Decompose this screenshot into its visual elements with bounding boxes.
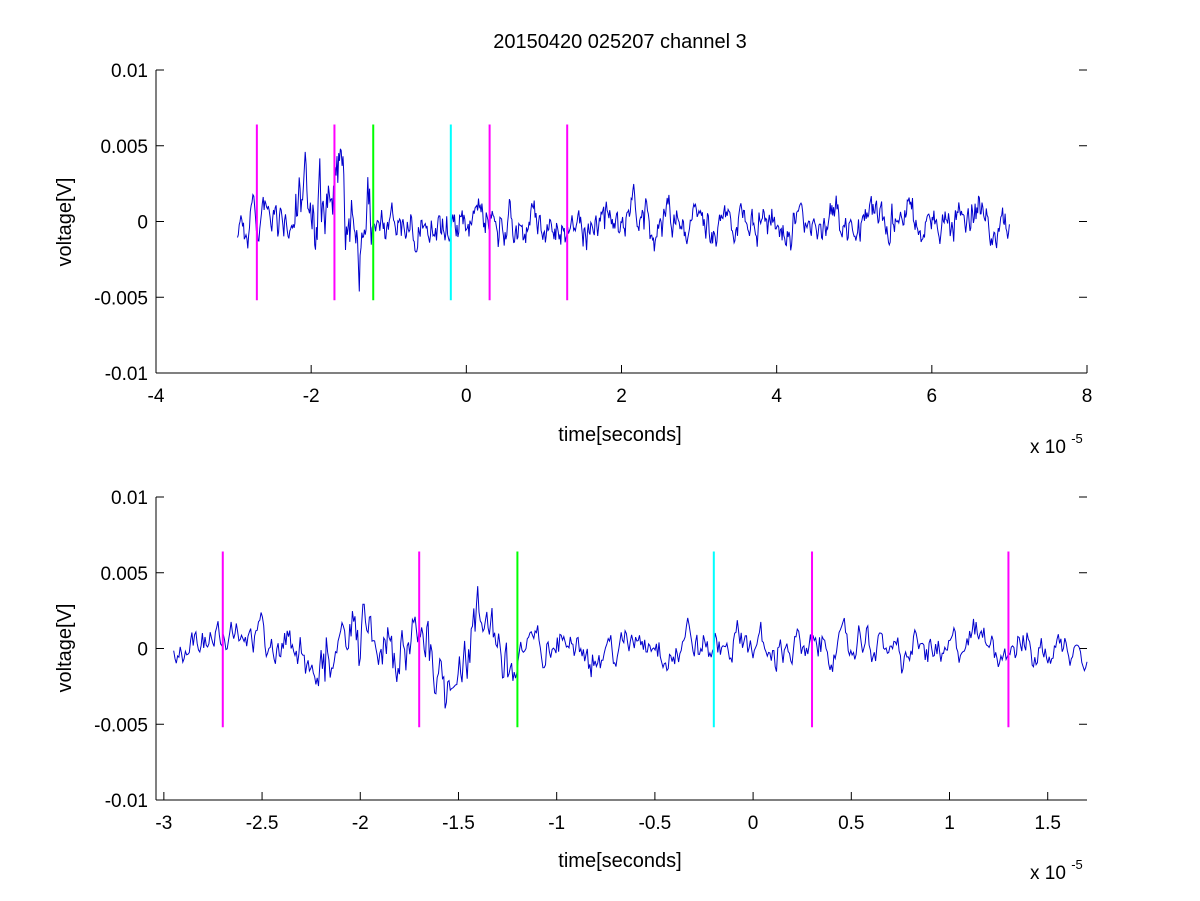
y-tick-label: 0 (137, 640, 148, 661)
x-tick-label: 1.5 (1035, 813, 1061, 834)
bottom-y-axis-label: voltage[V] (54, 604, 76, 693)
signal-trace (173, 586, 1088, 709)
x-tick-label: -3 (155, 813, 172, 834)
top-x-multiplier-base: x 10 (1030, 437, 1066, 458)
top-x-multiplier: x 10 -5 (1030, 431, 1083, 458)
bottom-x-multiplier-base: x 10 (1030, 863, 1066, 884)
signal-trace (237, 148, 1010, 292)
top-y-axis-label: voltage[V] (54, 178, 76, 267)
x-tick-label: -1.5 (442, 813, 475, 834)
x-tick-label: -1 (548, 813, 565, 834)
x-tick-label: 0.5 (838, 813, 864, 834)
x-tick-label: 6 (927, 386, 938, 407)
y-tick-label: 0.005 (100, 564, 148, 585)
top-x-multiplier-exponent: -5 (1071, 431, 1083, 446)
y-tick-label: -0.01 (105, 364, 148, 385)
bottom-x-multiplier: x 10 -5 (1030, 857, 1083, 884)
x-tick-label: -4 (148, 386, 165, 407)
y-tick-label: -0.01 (105, 791, 148, 812)
chart-title: 20150420 025207 channel 3 (493, 31, 747, 53)
top-x-axis-label: time[seconds] (558, 424, 681, 446)
y-tick-label: 0 (137, 213, 148, 234)
x-tick-label: 0 (461, 386, 472, 407)
y-tick-label: -0.005 (94, 288, 148, 309)
y-tick-label: -0.005 (94, 715, 148, 736)
x-tick-label: -2 (303, 386, 320, 407)
y-tick-label: 0.005 (100, 137, 148, 158)
y-tick-label: 0.01 (111, 61, 148, 82)
x-tick-label: -2 (352, 813, 369, 834)
bottom-x-axis-label: time[seconds] (558, 850, 681, 872)
bottom-plot: 0.01 0.005 0 -0.005 -0.01 -3 -2.5 -2 -1.5 -1 -0.5 0… (54, 488, 1088, 884)
bottom-x-multiplier-exponent: -5 (1071, 857, 1083, 872)
x-tick-label: -0.5 (639, 813, 672, 834)
x-tick-label: 8 (1082, 386, 1093, 407)
x-tick-label: 0 (748, 813, 759, 834)
x-tick-label: 1 (944, 813, 955, 834)
x-tick-label: -2.5 (246, 813, 279, 834)
y-tick-label: 0.01 (111, 488, 148, 509)
top-plot: 0.01 0.005 0 -0.005 -0.01-4 -2 0 2 4 6 8 time[seco… (54, 61, 1092, 458)
x-tick-label: 4 (771, 386, 782, 407)
x-tick-label: 2 (616, 386, 627, 407)
